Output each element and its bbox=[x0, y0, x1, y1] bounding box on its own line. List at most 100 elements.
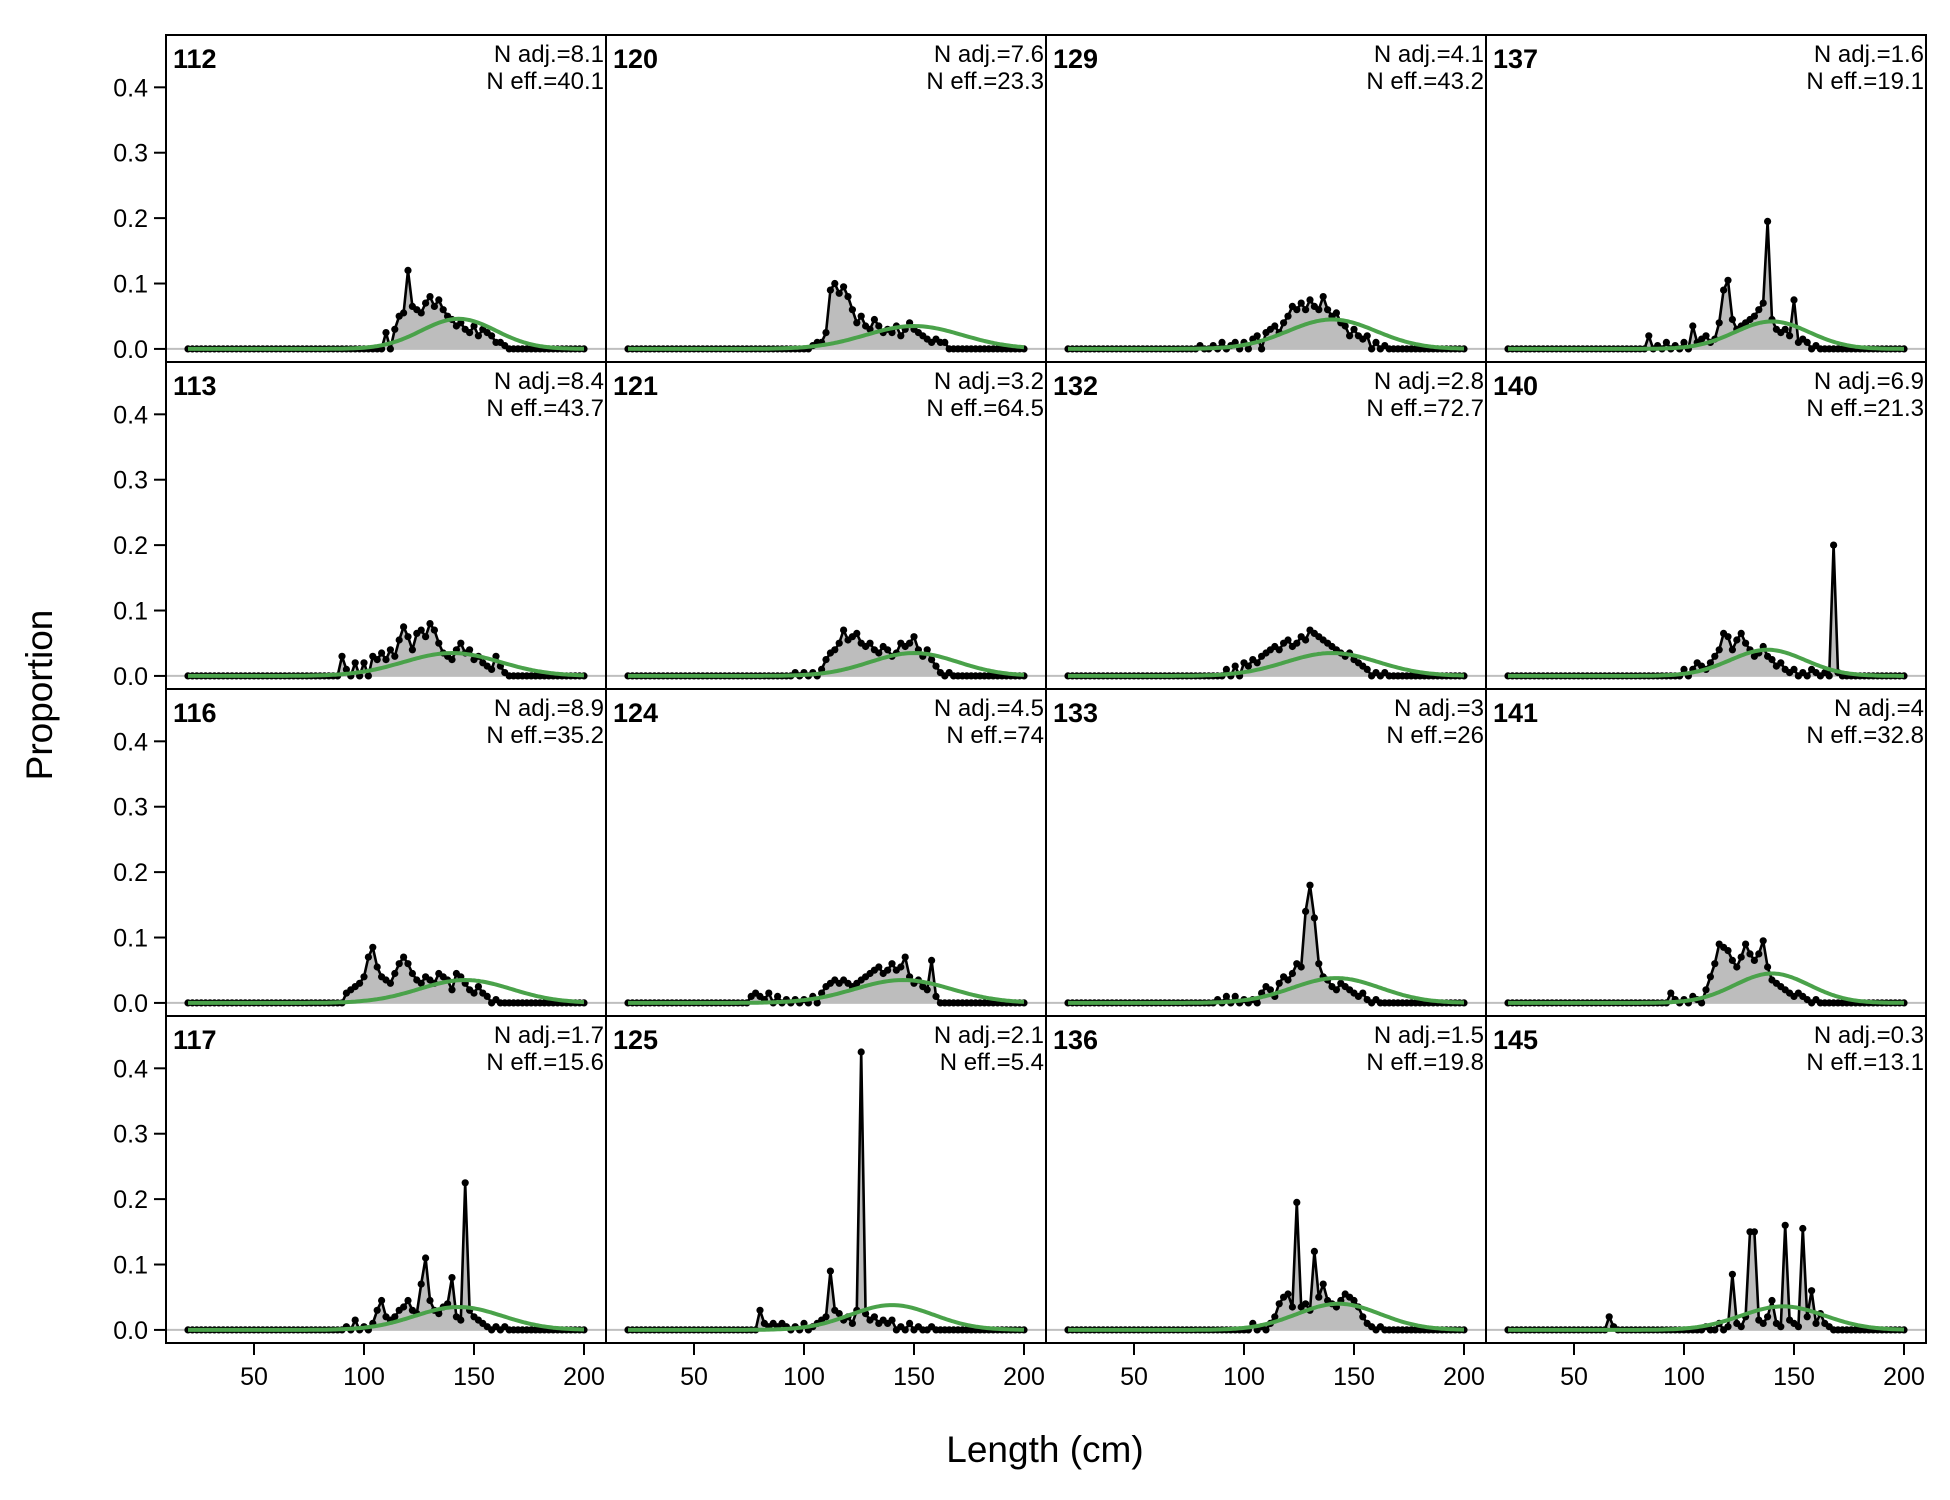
observed-point bbox=[1297, 963, 1305, 971]
observed-point bbox=[826, 1267, 835, 1275]
observed-point bbox=[457, 639, 465, 647]
expected-line bbox=[1068, 317, 1465, 351]
y-tick-label: 0.4 bbox=[113, 728, 148, 756]
n-adj-label: N adj.=6.9 bbox=[1814, 368, 1924, 395]
x-tick-label: 100 bbox=[1223, 1363, 1265, 1391]
observed-point bbox=[1812, 1319, 1820, 1327]
expected-line bbox=[1508, 971, 1905, 1005]
observed-point bbox=[1790, 665, 1798, 674]
observed-point bbox=[1262, 1326, 1270, 1334]
n-adj-label: N adj.=0.3 bbox=[1814, 1022, 1924, 1049]
observed-point bbox=[400, 1303, 408, 1311]
observed-point bbox=[386, 345, 394, 353]
panel-137: 137 N adj.=1.6N eff.=19.1 bbox=[1485, 34, 1927, 363]
panel-id-label: 136 bbox=[1053, 1025, 1098, 1055]
panel-id-label: 121 bbox=[613, 371, 658, 401]
observed-point bbox=[1302, 636, 1310, 644]
observed-point bbox=[1253, 999, 1261, 1007]
n-eff-label: N eff.=5.4 bbox=[940, 1049, 1044, 1076]
observed-point bbox=[853, 629, 861, 638]
observed-point bbox=[435, 296, 443, 304]
observed-point bbox=[928, 956, 936, 965]
observed-point bbox=[422, 633, 430, 641]
expected-line bbox=[628, 978, 1025, 1005]
panel-id-label: 113 bbox=[173, 371, 217, 401]
observed-point bbox=[1825, 672, 1833, 680]
observed-point bbox=[1768, 1296, 1776, 1305]
observed-point bbox=[448, 1274, 456, 1282]
x-tick-label: 100 bbox=[783, 1363, 825, 1391]
observed-point bbox=[1258, 345, 1266, 353]
observed-point bbox=[1293, 306, 1301, 314]
observed-point bbox=[1790, 296, 1798, 304]
panel-120: 120 N adj.=7.6N eff.=23.3 bbox=[605, 34, 1047, 363]
observed-point bbox=[382, 656, 390, 664]
y-tick-label: 0.2 bbox=[113, 859, 148, 887]
observed-point bbox=[923, 646, 931, 654]
n-eff-label: N eff.=32.8 bbox=[1806, 722, 1924, 749]
observed-point bbox=[373, 1306, 381, 1314]
observed-point bbox=[417, 979, 425, 987]
n-adj-label: N adj.=1.6 bbox=[1814, 41, 1924, 68]
observed-point bbox=[835, 639, 843, 647]
observed-point bbox=[1288, 969, 1296, 978]
observed-point bbox=[1724, 947, 1732, 955]
y-tick-label: 0.0 bbox=[113, 1317, 148, 1345]
observed-point bbox=[1764, 963, 1772, 971]
observed-point bbox=[466, 329, 474, 337]
observed-point bbox=[1231, 992, 1239, 1001]
observed-point bbox=[369, 943, 377, 951]
observed-point bbox=[928, 656, 936, 664]
observed-point bbox=[1777, 659, 1785, 667]
n-adj-label: N adj.=8.9 bbox=[494, 695, 604, 722]
y-tick-label: 0.1 bbox=[113, 271, 148, 299]
y-tick-label: 0.2 bbox=[113, 205, 148, 233]
observed-point bbox=[1799, 1224, 1807, 1233]
n-adj-label: N adj.=4.1 bbox=[1374, 41, 1484, 68]
expected-line bbox=[188, 651, 585, 678]
observed-point bbox=[1341, 322, 1349, 330]
observed-point bbox=[835, 1310, 843, 1318]
observed-point bbox=[1728, 1270, 1736, 1278]
n-eff-label: N eff.=26 bbox=[1386, 722, 1484, 749]
panel-140: 140 N adj.=6.9N eff.=21.3 bbox=[1485, 361, 1927, 690]
observed-point bbox=[474, 332, 482, 340]
expected-line bbox=[1068, 976, 1464, 1005]
observed-point bbox=[1332, 986, 1340, 994]
n-adj-label: N adj.=2.8 bbox=[1374, 368, 1484, 395]
observed-point bbox=[1368, 345, 1376, 353]
observed-point bbox=[1680, 665, 1688, 674]
observed-point bbox=[884, 966, 892, 974]
observed-point bbox=[382, 329, 390, 337]
expected-line bbox=[1508, 647, 1904, 678]
observed-point bbox=[417, 626, 425, 634]
panel-id-label: 124 bbox=[613, 698, 658, 728]
observed-point bbox=[1689, 322, 1697, 330]
observed-point bbox=[1310, 1247, 1318, 1255]
observed-point bbox=[1231, 662, 1239, 670]
observed-point bbox=[395, 960, 403, 968]
observed-point bbox=[1319, 1280, 1327, 1288]
observed-point bbox=[875, 963, 883, 971]
panel-id-label: 117 bbox=[173, 1025, 217, 1055]
observed-point bbox=[1605, 1313, 1613, 1321]
observed-point bbox=[448, 986, 456, 994]
y-tick-label: 0.0 bbox=[113, 336, 148, 364]
observed-point bbox=[391, 325, 399, 333]
n-eff-label: N eff.=15.6 bbox=[486, 1049, 604, 1076]
observed-point bbox=[1284, 636, 1292, 644]
y-tick-label: 0.3 bbox=[113, 140, 148, 168]
y-tick-label: 0.0 bbox=[113, 663, 148, 691]
n-adj-label: N adj.=1.7 bbox=[494, 1022, 604, 1049]
panel-136: 136 N adj.=1.5N eff.=19.8 bbox=[1045, 1015, 1487, 1344]
x-tick-label: 150 bbox=[1333, 1363, 1375, 1391]
observed-point bbox=[888, 960, 896, 968]
observed-point bbox=[1645, 332, 1653, 340]
observed-point bbox=[448, 656, 456, 664]
y-tick-label: 0.2 bbox=[113, 532, 148, 560]
expected-line bbox=[188, 978, 585, 1005]
observed-point bbox=[848, 1319, 857, 1327]
observed-point bbox=[1702, 332, 1710, 340]
observed-point bbox=[1698, 999, 1706, 1007]
n-adj-label: N adj.=8.4 bbox=[494, 368, 604, 395]
